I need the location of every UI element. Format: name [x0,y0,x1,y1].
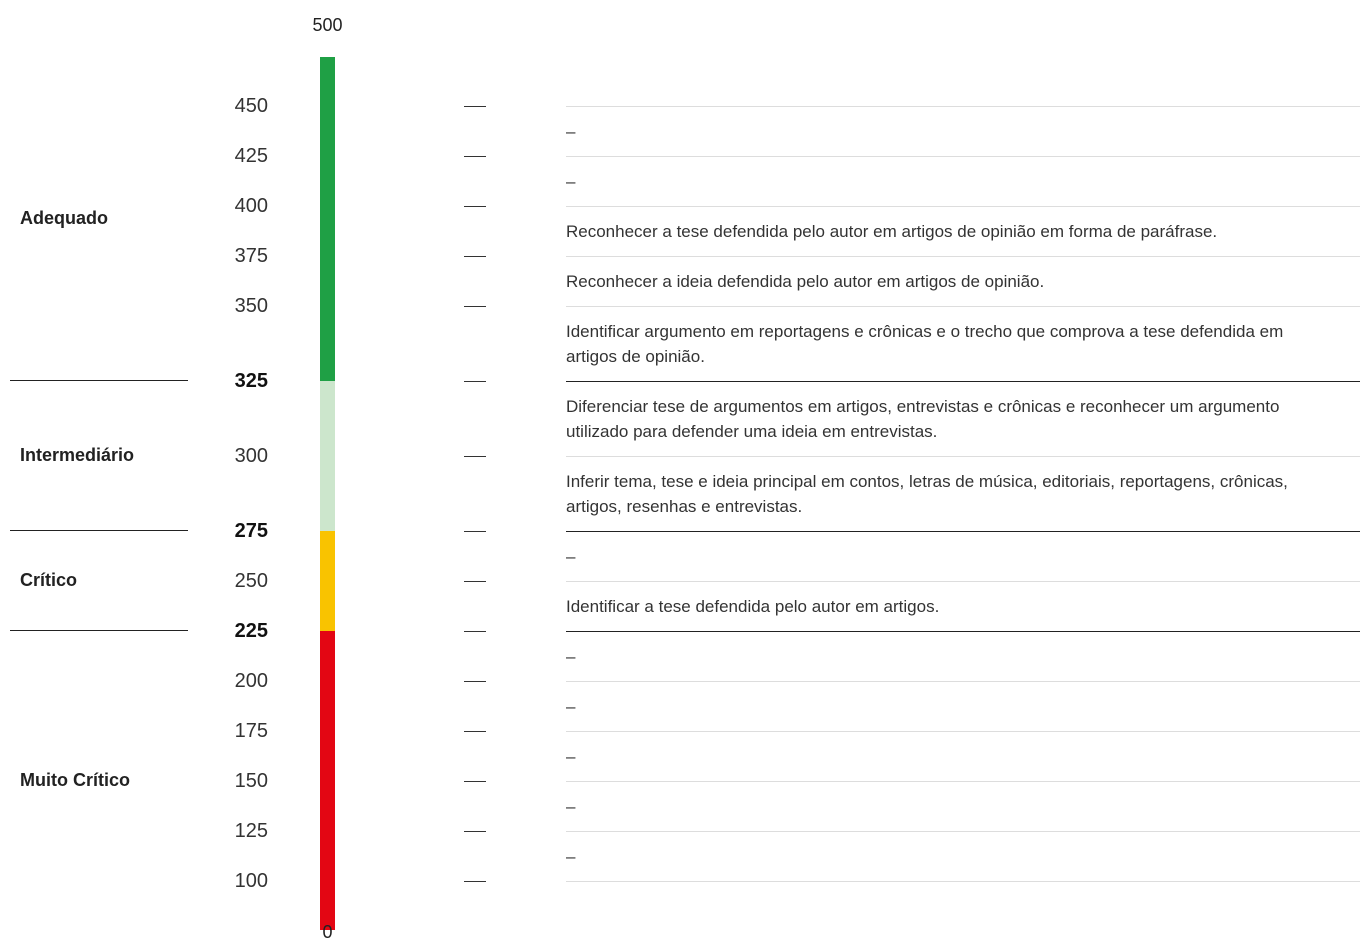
row: 175 – [188,720,1360,781]
row: 325 Diferenciar tese de argumentos em art… [188,370,1360,456]
level-rows: 225 – 200 – 175 – 150 – 125 – 100 [188,620,1360,930]
level-name-text: Adequado [20,208,108,228]
level-bar [320,631,335,930]
tick-label: 200 [234,670,268,692]
description: Reconhecer a tese defendida pelo autor e… [566,206,1360,256]
row: 200 – [188,670,1360,731]
level-bar [320,381,335,531]
tick-label: 300 [234,445,268,467]
tick-label: 425 [234,145,268,167]
level-rows: 275 – 250 Identificar a tese defendida pelo… [188,520,1360,631]
tick-mark [464,831,486,832]
tick-mark [464,581,486,582]
level-name-text: Muito Crítico [20,770,130,790]
row: 400 Reconhecer a tese defendida pelo auto… [188,195,1360,256]
top-cap [188,57,1360,106]
bottom-line [566,881,1360,929]
description: – [566,731,1360,781]
level-name-text: Intermediário [20,445,135,465]
tick-mark [464,681,486,682]
tick-mark [464,631,486,632]
tick-label: 100 [234,870,268,892]
row: 150 – [188,770,1360,831]
row: 300 Inferir tema, tese e ideia principal … [188,445,1360,531]
tick-label: 125 [234,820,268,842]
tick-mark [464,881,486,882]
tick-mark [464,306,486,307]
tick-label: 450 [234,95,268,117]
tick-label: 350 [234,295,268,317]
description: Identificar a tese defendida pelo autor … [566,581,1360,631]
row: 225 – [188,620,1360,681]
tick-label: 325 [234,370,268,392]
row: 425 – [188,145,1360,206]
row: 375 Reconhecer a ideia defendida pelo aut… [188,245,1360,306]
level-name: Intermediário [10,381,188,531]
tick-mark [464,731,486,732]
description: Reconhecer a ideia defendida pelo autor … [566,256,1360,306]
row: 450 – [188,95,1360,156]
level-name: Muito Crítico [10,631,188,930]
level: Crítico 275 – 250 Identificar a tese defendi… [0,520,1360,631]
level-bar [320,531,335,631]
tick-label: 150 [234,770,268,792]
tick-label: 275 [234,520,268,542]
row: 125 – [188,820,1360,881]
level-name: Adequado [10,57,188,381]
tick-label: 175 [234,720,268,742]
description: – [566,106,1360,156]
level-rows: 325 Diferenciar tese de argumentos em art… [188,370,1360,531]
scale-max: 500 [312,15,343,35]
tick-mark [464,206,486,207]
scale: Adequado 450 – 425 – 400 Reconhecer a tese def… [0,57,1360,930]
bottom-cap: 100 [188,870,1360,930]
row: 350 Identificar argumento em reportagens … [188,295,1360,381]
tick-mark [464,381,486,382]
description: Diferenciar tese de argumentos em artigo… [566,381,1360,456]
level: Adequado 450 – 425 – 400 Reconhecer a tese def… [0,57,1360,381]
tick-mark [464,256,486,257]
level-bar [320,57,335,381]
level: Intermediário 325 Diferenciar tese de argu… [0,370,1360,531]
description: – [566,781,1360,831]
description: – [566,831,1360,881]
tick-label: 250 [234,570,268,592]
description: – [566,156,1360,206]
tick-mark [464,156,486,157]
level-name-text: Crítico [20,570,78,590]
tick-label: 225 [234,620,268,642]
tick-label: 375 [234,245,268,267]
tick-mark [464,456,486,457]
description: – [566,681,1360,731]
scale-min: 0 [322,922,333,942]
description: Inferir tema, tese e ideia principal em … [566,456,1360,531]
tick-mark [464,781,486,782]
row: 250 Identificar a tese defendida pelo aut… [188,570,1360,631]
tick-label: 400 [234,195,268,217]
description: – [566,531,1360,581]
tick-mark [464,531,486,532]
level-rows: 450 – 425 – 400 Reconhecer a tese defendida p… [188,57,1360,381]
tick-mark [464,106,486,107]
level: Muito Crítico 225 – 200 – 175 – 150 – 125 – 100 [0,620,1360,930]
level-name: Crítico [10,531,188,631]
description: – [566,631,1360,681]
description: Identificar argumento em reportagens e c… [566,306,1360,381]
row: 275 – [188,520,1360,581]
